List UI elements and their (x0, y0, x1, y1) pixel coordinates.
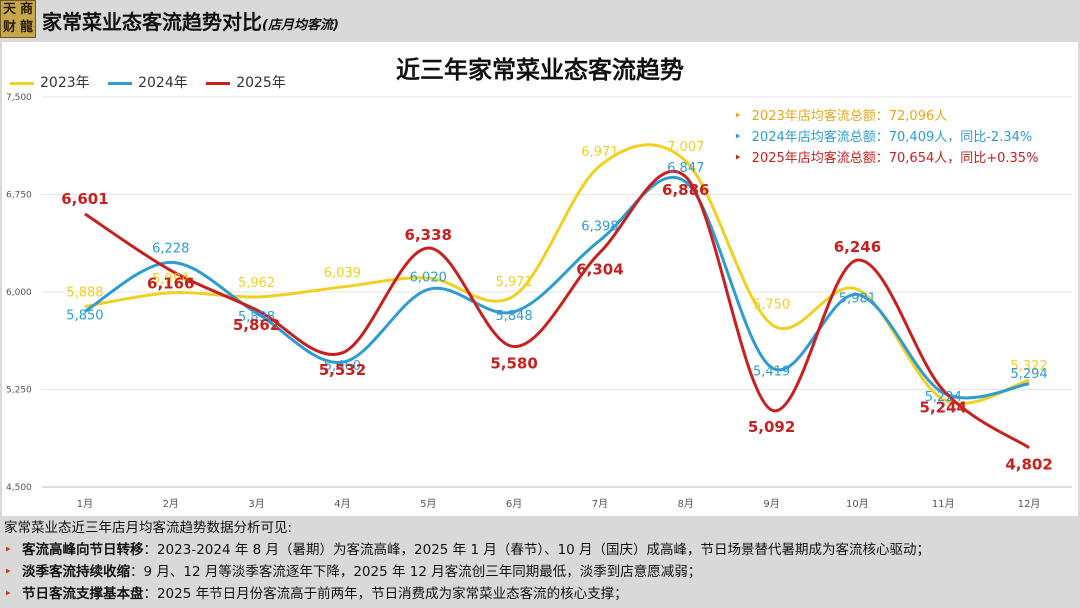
data-label: 6,246 (834, 238, 881, 256)
legend-swatch (206, 81, 231, 85)
chart-panel: 近三年家常菜业态客流趋势 2023年 2024年 2025年 2023年店均客流… (2, 42, 1078, 516)
x-tick-label: 7月 (592, 498, 608, 510)
data-label: 6,338 (405, 226, 452, 244)
data-label: 4,802 (1005, 456, 1052, 474)
data-label: 6,020 (410, 270, 447, 285)
data-label: 5,224 (925, 390, 962, 405)
data-label: 6,228 (152, 241, 189, 256)
series-2023-line (84, 143, 1030, 405)
data-label: 5,838 (238, 310, 275, 325)
page-subtitle: (店月均客流) (262, 18, 339, 33)
series-2024-line (84, 175, 1030, 400)
analysis-notes: 家常菜业态近三年店月均客流趋势数据分析可见: 客流高峰向节日转移：2023-20… (0, 517, 1080, 605)
data-label: 5,244 (920, 398, 967, 416)
x-tick-label: 9月 (763, 498, 779, 510)
bullet-heading: 节日客流支撑基本盘 (21, 586, 144, 602)
notes-bullet: 客流高峰向节日转移：2023-2024 年 8 月（暑期）为客流高峰，2025 … (0, 539, 1080, 561)
data-label: 5,532 (319, 361, 366, 379)
logo-char: 天 (2, 2, 16, 17)
x-tick-label: 8月 (678, 498, 694, 510)
legend-swatch (10, 81, 34, 85)
x-tick-label: 5月 (420, 498, 436, 510)
data-label: 6,886 (662, 181, 709, 199)
logo-char: 财 (2, 20, 16, 35)
data-label: 6,398 (581, 219, 618, 234)
data-label: 5,994 (152, 272, 189, 287)
legend-item-2025: 2025年 (206, 72, 286, 92)
x-tick-label: 3月 (248, 498, 264, 510)
x-tick-label: 11月 (932, 498, 955, 510)
data-label: 5,294 (1010, 367, 1047, 382)
data-label: 5,322 (1010, 359, 1047, 374)
legend-label: 2023年 (40, 75, 90, 91)
y-tick-label: 7,500 (6, 93, 32, 103)
legend-label: 2024年 (138, 75, 188, 91)
data-label: 6,601 (61, 190, 108, 208)
notes-bullet: 节日客流支撑基本盘：2025 年节日月份客流高于前两年，节日消费成为家常菜业态客… (0, 583, 1080, 605)
y-tick-label: 6,000 (6, 288, 32, 298)
data-label: 6,971 (581, 145, 618, 160)
data-label: 5,862 (233, 316, 280, 334)
notes-intro: 家常菜业态近三年店月均客流趋势数据分析可见: (4, 520, 293, 536)
summary-2023: 2023年店均客流总额：72,096人 (734, 106, 1038, 127)
x-tick-label: 1月 (77, 498, 93, 510)
data-label: 5,888 (66, 286, 103, 301)
brand-logo: 天 商 财 龍 (0, 0, 36, 38)
data-label: 6,039 (324, 266, 361, 281)
legend-item-2023: 2023年 (10, 72, 90, 92)
page-title: 家常菜业态客流趋势对比(店月均客流) (42, 6, 339, 35)
chart-title: 近三年家常菜业态客流趋势 (396, 56, 684, 84)
line-chart: 7,500 6,750 6,000 5,250 4,500 1月 2月 3月 4月 5月 6月 7月 8… (6, 93, 1072, 510)
data-label: 5,419 (753, 365, 790, 380)
summary-2024: 2024年店均客流总额：70,409人，同比-2.34% (734, 127, 1038, 148)
legend-label: 2025年 (236, 75, 286, 91)
legend-swatch (108, 81, 133, 85)
y-tick-label: 5,250 (6, 386, 32, 396)
data-label: 5,092 (748, 418, 795, 436)
logo-char: 商 (19, 2, 33, 17)
data-label: 7,007 (667, 140, 704, 155)
chart-legend: 2023年 2024年 2025年 (10, 72, 300, 92)
summary-2025: 2025年店均客流总额：70,654人，同比+0.35% (734, 148, 1039, 169)
logo-char: 龍 (19, 20, 33, 35)
x-tick-label: 4月 (334, 498, 350, 510)
x-tick-label: 6月 (506, 498, 522, 510)
data-label: 5,580 (490, 355, 537, 373)
data-label: 6,847 (667, 161, 704, 176)
data-label: 5,981 (839, 291, 876, 306)
page-title-text: 家常菜业态客流趋势对比 (42, 10, 262, 34)
bullet-text: ：9 月、12 月等淡季客流逐年下降，2025 年 12 月客流创三年同期最低，… (129, 564, 702, 580)
bullet-text: ：2023-2024 年 8 月（暑期）为客流高峰，2025 年 1 月（春节）… (143, 542, 931, 558)
data-label: 5,850 (66, 309, 103, 324)
data-label: 6,304 (576, 260, 623, 278)
data-label: 5,750 (753, 298, 790, 313)
data-label: 5,962 (238, 276, 275, 291)
header: 天 商 财 龍 家常菜业态客流趋势对比(店月均客流) (0, 0, 1080, 40)
summary-annotations: 2023年店均客流总额：72,096人 2024年店均客流总额：70,409人，… (734, 106, 1039, 169)
data-label: 5,971 (495, 275, 532, 290)
bullet-text: ：2025 年节日月份客流高于前两年，节日消费成为家常菜业态客流的核心支撑； (143, 586, 628, 602)
x-tick-label: 12月 (1018, 498, 1041, 510)
y-tick-label: 4,500 (6, 483, 32, 493)
data-label: 5,848 (495, 309, 532, 324)
data-label: 5,460 (324, 359, 361, 374)
notes-bullet: 淡季客流持续收缩：9 月、12 月等淡季客流逐年下降，2025 年 12 月客流… (0, 561, 1080, 583)
bullet-heading: 淡季客流持续收缩 (21, 564, 130, 580)
x-tick-label: 10月 (846, 498, 869, 510)
series-2025-line (84, 169, 1030, 449)
legend-item-2024: 2024年 (108, 72, 188, 92)
bullet-heading: 客流高峰向节日转移 (21, 542, 144, 558)
x-tick-label: 2月 (163, 498, 179, 510)
data-label: 6,166 (147, 274, 194, 292)
y-tick-label: 6,750 (6, 191, 32, 201)
